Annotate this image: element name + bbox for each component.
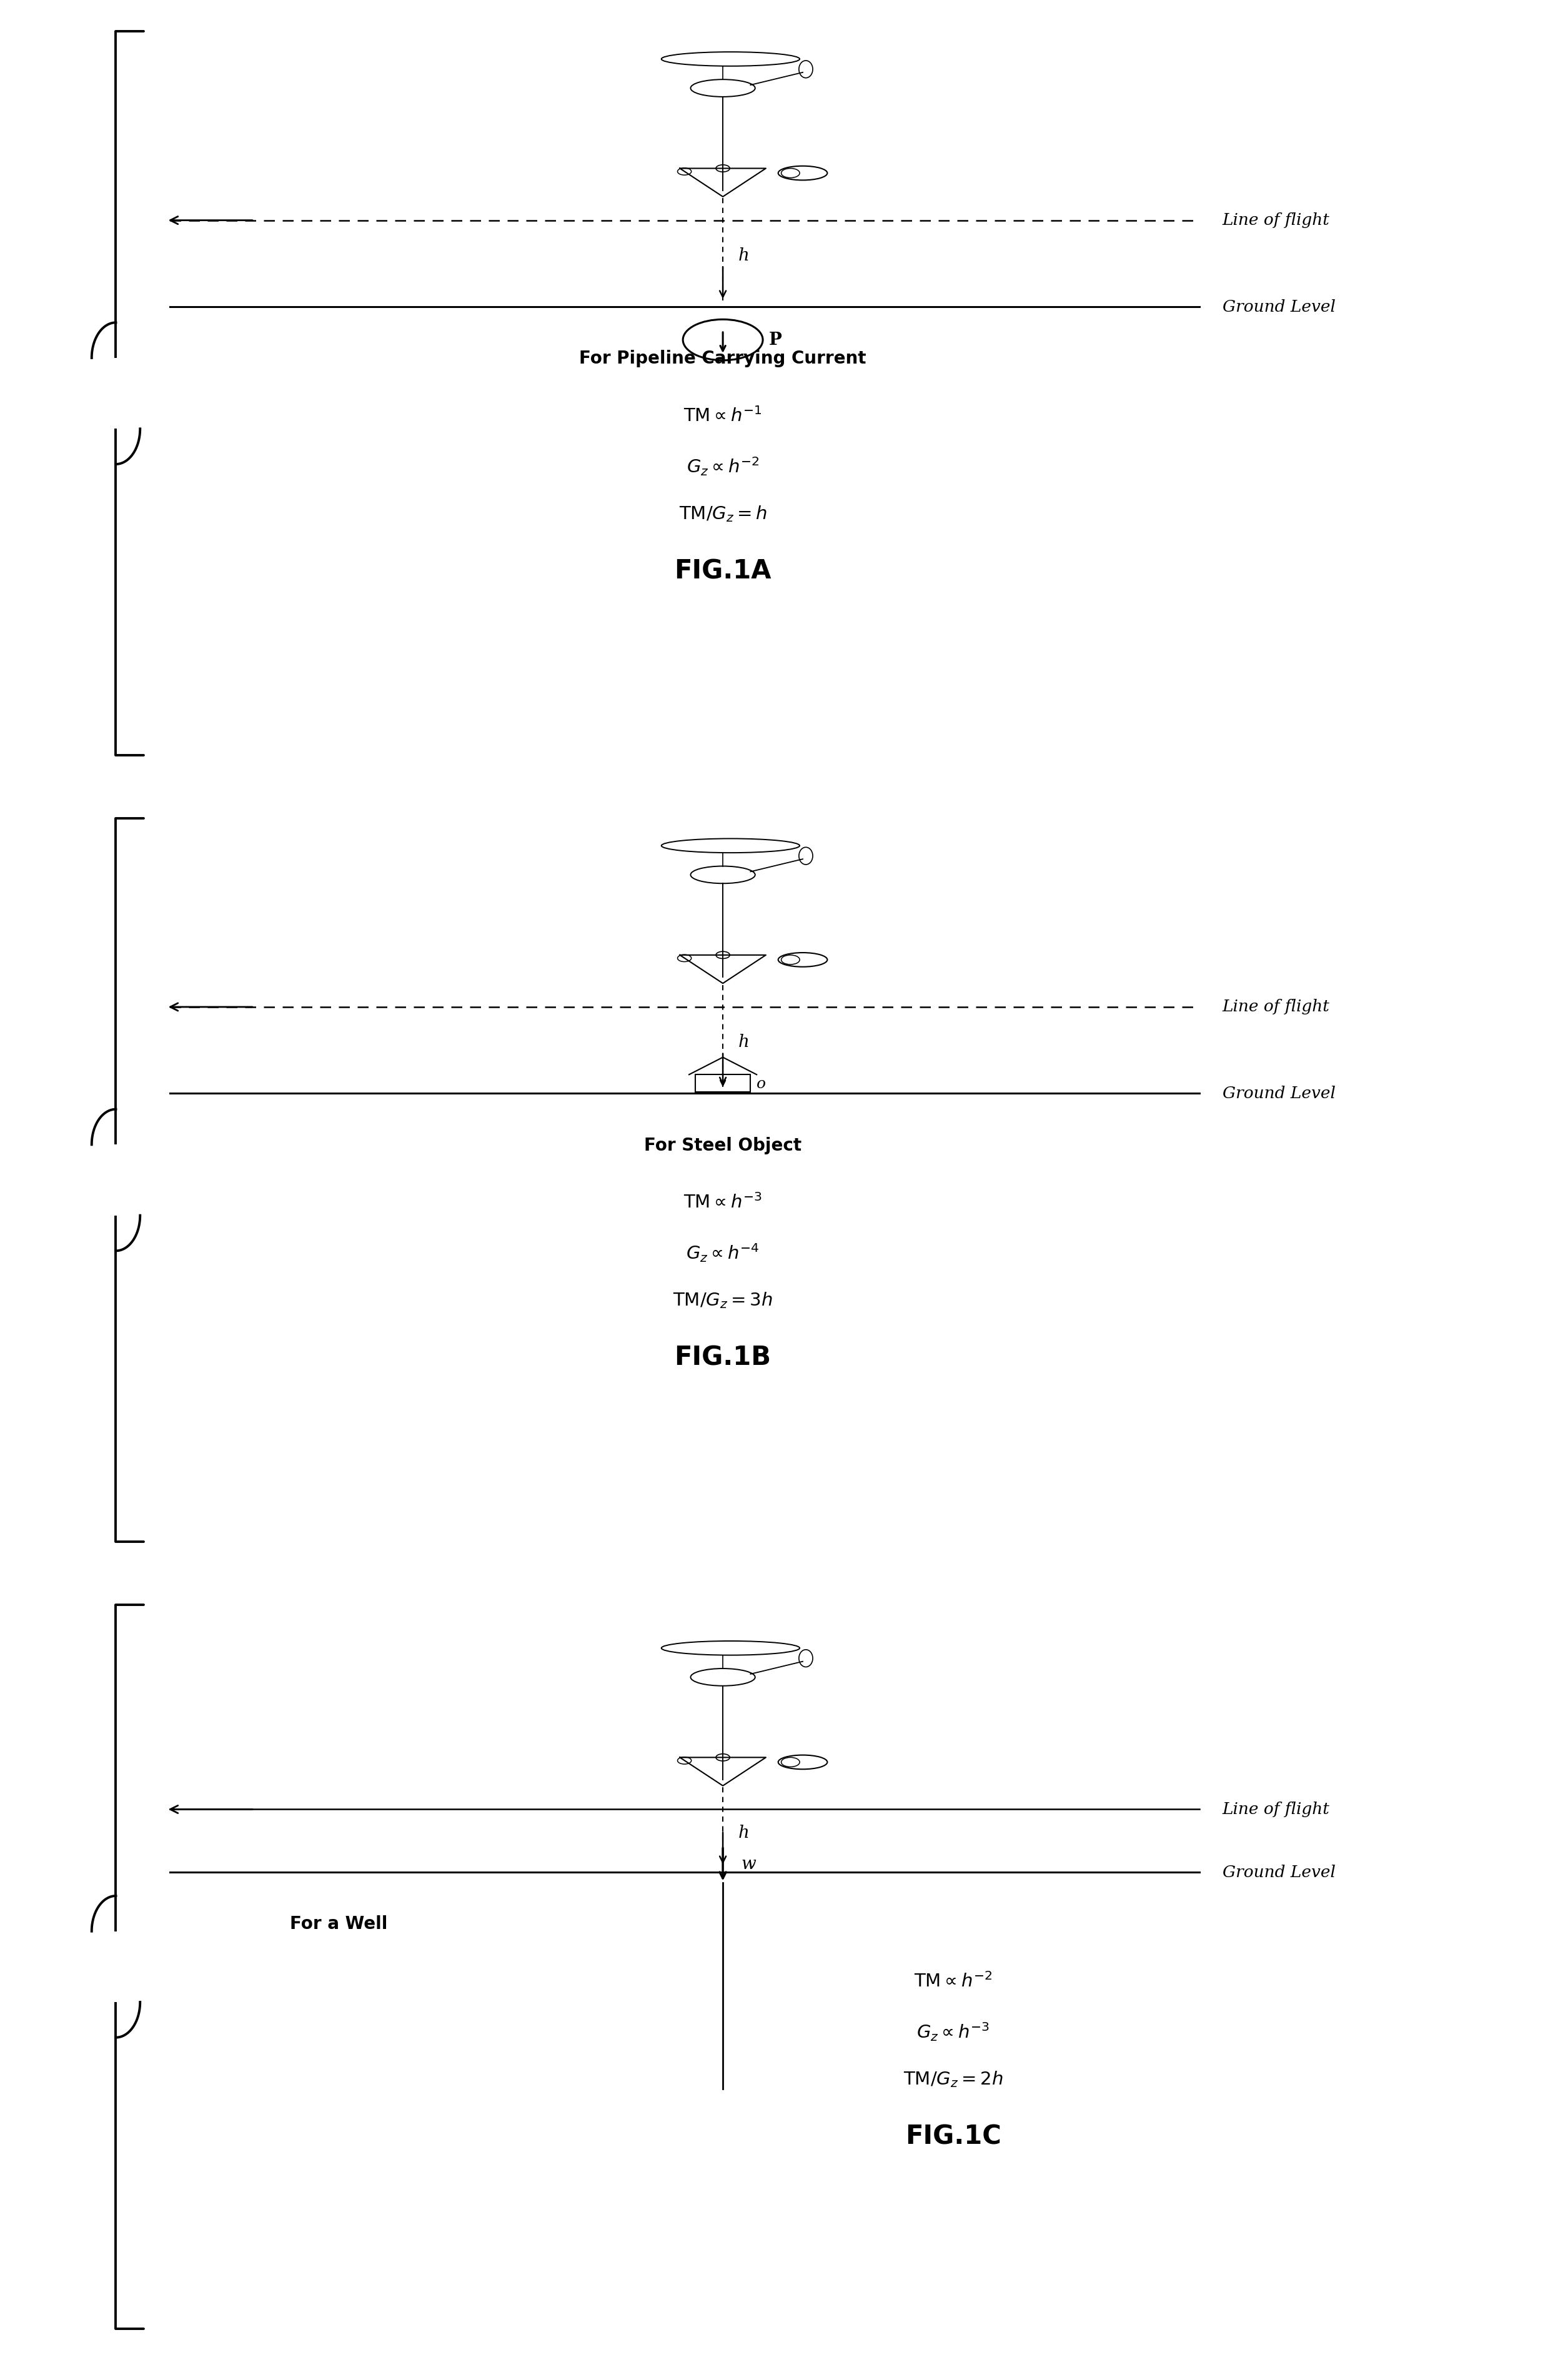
- Text: Line of flight: Line of flight: [1223, 212, 1330, 229]
- Text: Ground Level: Ground Level: [1223, 1864, 1336, 1881]
- Text: $\mathregular{TM}/G_z = 2h$: $\mathregular{TM}/G_z = 2h$: [903, 2070, 1004, 2089]
- Text: $\mathregular{TM} \propto h^{-3}$: $\mathregular{TM} \propto h^{-3}$: [684, 1194, 762, 1213]
- Text: FIG.1C: FIG.1C: [905, 2124, 1002, 2150]
- Text: Line of flight: Line of flight: [1223, 998, 1330, 1015]
- Bar: [695, 1074, 751, 1093]
- Text: Ground Level: Ground Level: [1223, 1086, 1336, 1102]
- Text: FIG.1A: FIG.1A: [674, 557, 771, 585]
- Text: For Pipeline Carrying Current: For Pipeline Carrying Current: [579, 349, 867, 368]
- Text: For a Well: For a Well: [290, 1916, 387, 1933]
- Text: h: h: [739, 248, 750, 264]
- Text: P: P: [768, 330, 782, 349]
- Text: o: o: [757, 1076, 767, 1090]
- Text: $\mathregular{TM}/G_z = 3h$: $\mathregular{TM}/G_z = 3h$: [673, 1291, 773, 1310]
- Text: Ground Level: Ground Level: [1223, 300, 1336, 314]
- Text: $G_z \propto h^{-3}$: $G_z \propto h^{-3}$: [917, 2020, 989, 2044]
- Text: $\mathregular{TM}/G_z = h$: $\mathregular{TM}/G_z = h$: [679, 505, 767, 524]
- Text: $\mathregular{TM} \propto h^{-2}$: $\mathregular{TM} \propto h^{-2}$: [914, 1973, 993, 1992]
- Text: $G_z \propto h^{-4}$: $G_z \propto h^{-4}$: [687, 1241, 759, 1265]
- Text: Line of flight: Line of flight: [1223, 1801, 1330, 1817]
- Text: h: h: [739, 1034, 750, 1050]
- Text: FIG.1B: FIG.1B: [674, 1345, 771, 1371]
- Text: $G_z \propto h^{-2}$: $G_z \propto h^{-2}$: [687, 455, 759, 477]
- Text: For Steel Object: For Steel Object: [644, 1138, 801, 1154]
- Text: w: w: [742, 1855, 756, 1874]
- Text: h: h: [739, 1824, 750, 1841]
- Text: $\mathregular{TM} \propto h^{-1}$: $\mathregular{TM} \propto h^{-1}$: [684, 406, 762, 425]
